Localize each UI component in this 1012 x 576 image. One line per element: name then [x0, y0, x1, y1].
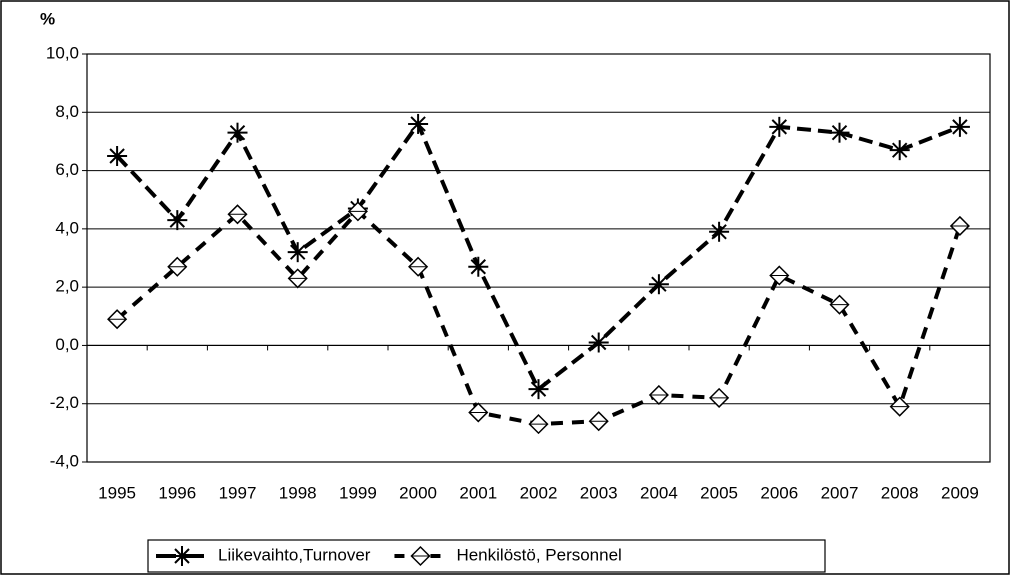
diamond-marker — [588, 411, 609, 432]
legend-frame — [147, 539, 826, 573]
diamond-marker — [889, 396, 910, 417]
asterisk-marker — [167, 210, 188, 231]
diamond-marker — [287, 268, 308, 289]
diamond-marker — [408, 256, 429, 277]
x-tick-label: 1997 — [219, 483, 257, 502]
asterisk-marker — [889, 140, 910, 161]
y-tick-label: -4,0 — [50, 451, 79, 470]
y-tick-label: 4,0 — [55, 218, 79, 237]
marker-stroke — [952, 119, 968, 135]
legend-label: Henkilöstö, Personnel — [456, 545, 621, 564]
diamond-marker — [829, 294, 850, 315]
asterisk-marker — [829, 122, 850, 143]
asterisk-marker — [227, 122, 248, 143]
x-tick-label: 2007 — [821, 483, 859, 502]
diamond-marker — [528, 414, 549, 435]
diamond-marker — [648, 384, 669, 406]
marker-stroke — [410, 116, 426, 132]
y-tick-label: 0,0 — [55, 335, 79, 354]
x-tick-label: 2000 — [399, 483, 437, 502]
legend: Liikevaihto,Turnover Henkilöstö, Personne… — [147, 539, 826, 573]
x-tick-label: 2002 — [520, 483, 558, 502]
y-tick-label: -2,0 — [50, 393, 79, 412]
marker-stroke — [174, 548, 190, 564]
series-line — [115, 119, 961, 393]
legend-label: Liikevaihto,Turnover — [218, 545, 371, 564]
asterisk-marker — [468, 256, 489, 277]
diamond-marker — [107, 309, 128, 330]
marker-stroke — [109, 148, 125, 164]
x-tick-label: 2001 — [459, 483, 497, 502]
x-tick-label: 1996 — [158, 483, 196, 502]
y-axis-label: % — [40, 9, 55, 28]
y-tick-label: 6,0 — [55, 160, 79, 179]
asterisk-marker — [107, 146, 128, 166]
marker-stroke — [590, 334, 607, 351]
diamond-marker — [949, 215, 970, 237]
x-tick-label: 2006 — [760, 483, 798, 502]
marker-stroke — [831, 124, 848, 141]
asterisk-marker — [588, 332, 609, 353]
asterisk-marker — [528, 379, 549, 400]
marker-stroke — [169, 212, 186, 228]
plot-frame — [86, 53, 991, 463]
diamond-marker — [709, 387, 730, 408]
x-tick-label: 1999 — [339, 483, 377, 502]
x-tick-label: 2005 — [700, 483, 738, 502]
asterisk-marker — [648, 274, 669, 295]
x-tick-label: 2008 — [881, 483, 919, 502]
x-tick-label: 1995 — [98, 483, 136, 502]
asterisk-marker — [709, 221, 730, 242]
diamond-marker — [227, 204, 248, 225]
x-tick-label: 2009 — [941, 483, 979, 502]
marker-stroke — [530, 381, 547, 397]
marker-stroke — [651, 276, 667, 292]
marker-stroke — [229, 124, 246, 141]
diamond-marker — [347, 201, 368, 222]
asterisk-marker — [408, 113, 429, 134]
x-tick-label: 2003 — [580, 483, 618, 502]
asterisk-marker — [769, 116, 790, 137]
marker-stroke — [711, 224, 727, 240]
y-tick-label: 10,0 — [46, 43, 79, 62]
marker-stroke — [470, 259, 487, 275]
asterisk-marker — [949, 116, 970, 137]
asterisk-marker — [172, 546, 192, 566]
diamond-marker — [410, 545, 431, 567]
y-tick-label: 8,0 — [55, 102, 79, 121]
y-tick-label: 2,0 — [55, 277, 79, 296]
asterisk-marker — [287, 242, 308, 263]
marker-stroke — [771, 119, 788, 135]
marker-stroke — [289, 244, 306, 260]
marker-stroke — [891, 142, 908, 158]
x-tick-label: 2004 — [640, 483, 678, 502]
x-tick-label: 1998 — [279, 483, 317, 502]
diamond-marker — [769, 265, 790, 286]
diamond-marker — [468, 402, 489, 423]
diamond-marker — [167, 256, 188, 277]
